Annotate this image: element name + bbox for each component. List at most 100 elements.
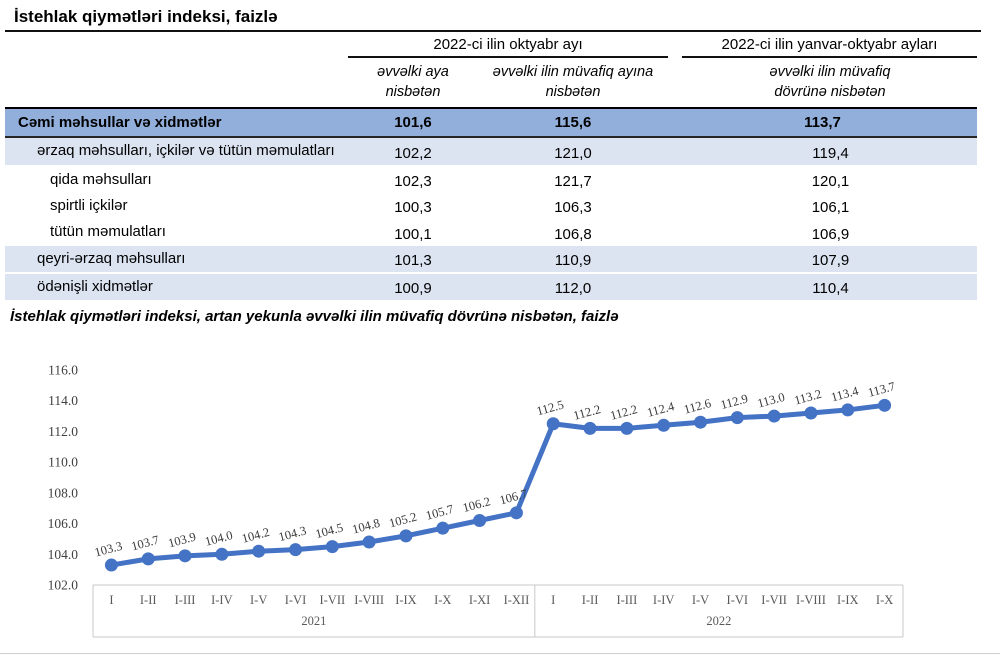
y-axis-label: 114.0: [48, 393, 78, 408]
row-label: ödənişli xidmətlər: [5, 272, 348, 303]
header-cell: əvvəlki ilin müvafiq ayına nisbətən: [478, 59, 668, 108]
data-label: 112.2: [572, 402, 602, 423]
year-label: 2021: [301, 614, 326, 628]
table-row: tütün məmulatları 100,1 106,8 106,9: [5, 219, 977, 245]
data-label: 104.2: [240, 525, 271, 546]
corner-cell: [5, 32, 348, 59]
x-axis-label: I-IV: [653, 593, 675, 607]
x-axis-label: I-V: [692, 593, 709, 607]
row-value: 100,9: [348, 272, 478, 303]
row-label: Cəmi məhsullar və xidmətlər: [5, 107, 348, 139]
row-value: 101,3: [348, 245, 478, 274]
x-axis-label: I-VII: [761, 593, 787, 607]
data-point: [399, 529, 413, 543]
data-point: [583, 421, 597, 435]
data-point: [325, 540, 339, 554]
group-cell-jan-oct: 2022-ci ilin yanvar-oktyabr ayları: [668, 32, 977, 59]
data-label: 113.4: [830, 384, 861, 405]
x-axis-label: I-X: [876, 593, 893, 607]
data-label: 103.9: [167, 530, 198, 551]
row-value: 102,3: [394, 173, 432, 191]
y-axis-label: 104.0: [48, 547, 79, 562]
row-value: 113,7: [668, 107, 977, 139]
row-value: 112,0: [478, 272, 668, 303]
data-point: [620, 421, 634, 435]
data-point: [804, 406, 818, 420]
row-label: spirtli içkilər: [50, 197, 128, 215]
row-value: 102,2: [348, 137, 478, 167]
x-axis-label: I-VI: [727, 593, 749, 607]
data-point: [289, 543, 302, 557]
data-point: [878, 398, 892, 412]
row-value: 120,1: [811, 173, 850, 191]
data-label: 112.6: [682, 396, 712, 417]
data-label: 104.3: [277, 523, 308, 544]
row-value: 115,6: [478, 107, 668, 139]
page-title: İstehlak qiymətləri indeksi, faizlə: [5, 5, 981, 32]
corner-cell: [5, 59, 348, 108]
data-label: 106.7: [498, 487, 529, 508]
data-label: 112.9: [719, 391, 749, 412]
x-axis-label: I-IX: [837, 593, 859, 607]
header-cell: əvvəlki ilin müvafiq dövrünə nisbətən: [668, 59, 977, 108]
data-label: 105.2: [388, 510, 419, 531]
y-axis-label: 108.0: [48, 485, 79, 500]
row-value: 119,4: [668, 137, 977, 167]
data-point: [730, 411, 744, 425]
x-axis-label: I-XI: [469, 593, 491, 607]
group-cell-october: 2022-ci ilin oktyabr ayı: [348, 32, 668, 59]
data-point: [694, 415, 707, 429]
column-header-same-month-prev-year: əvvəlki ilin müvafiq ayına nisbətən: [492, 64, 654, 100]
header-cell: əvvəlki aya nisbətən: [348, 59, 478, 108]
data-label: 104.8: [351, 516, 382, 537]
row-value: 110,4: [668, 272, 977, 303]
column-header-row: əvvəlki aya nisbətən əvvəlki ilin müvafi…: [5, 59, 977, 108]
row-value: 106,1: [811, 199, 850, 217]
data-point: [509, 506, 523, 520]
row-value: 101,6: [348, 107, 478, 139]
row-value: 100,3: [394, 199, 432, 217]
row-value: 100,1: [394, 225, 432, 243]
group-header-october: 2022-ci ilin oktyabr ayı: [348, 33, 668, 58]
table-row: qeyri-ərzaq məhsulları 101,3 110,9 107,9: [5, 245, 977, 274]
x-axis-label: I: [551, 593, 555, 607]
data-point: [104, 558, 118, 572]
data-point: [657, 418, 671, 432]
data-point: [436, 521, 450, 535]
row-value: 106,3: [554, 199, 592, 217]
x-axis-label: I-II: [140, 593, 157, 607]
data-point: [141, 552, 155, 566]
data-label: 112.2: [609, 402, 639, 423]
data-label: 104.0: [203, 528, 234, 549]
y-axis-label: 106.0: [48, 516, 79, 531]
data-point: [362, 535, 376, 549]
row-label: ərzaq məhsulları, içkilər və tütün məmul…: [5, 137, 348, 167]
year-label: 2022: [706, 614, 731, 628]
data-label: 105.7: [424, 502, 455, 523]
data-label: 103.3: [93, 539, 124, 560]
row-value: 107,9: [668, 245, 977, 274]
row-value: 121,0: [478, 137, 668, 167]
chart-title: İstehlak qiymətləri indeksi, artan yekun…: [10, 308, 619, 325]
data-label: 106.2: [461, 494, 492, 515]
cpi-line-chart: 102.0 104.0 106.0 108.0 110.0 112.0 114.0 116.0…: [48, 363, 904, 638]
data-label: 113.7: [866, 379, 896, 400]
data-label: 104.5: [314, 520, 345, 541]
x-axis-label: I-III: [616, 593, 637, 607]
table-row: Cəmi məhsullar və xidmətlər 101,6 115,6 113…: [5, 107, 977, 139]
data-label: 103.7: [130, 533, 161, 554]
data-point: [252, 544, 266, 558]
y-axis-label: 112.0: [48, 424, 78, 439]
data-point: [178, 549, 192, 563]
x-axis-label: I-VII: [319, 593, 345, 607]
table-row: ödənişli xidmətlər 100,9 112,0 110,4: [5, 272, 977, 303]
data-point: [473, 514, 487, 527]
data-point: [767, 409, 781, 423]
data-label: 113.2: [793, 387, 823, 408]
row-value: 106,8: [554, 225, 592, 243]
row-value: 121,7: [554, 173, 592, 191]
x-axis-label: I-X: [434, 593, 451, 607]
data-line: [108, 402, 888, 568]
x-axis-label: I-VI: [285, 593, 307, 607]
x-axis-label: I-III: [175, 593, 196, 607]
